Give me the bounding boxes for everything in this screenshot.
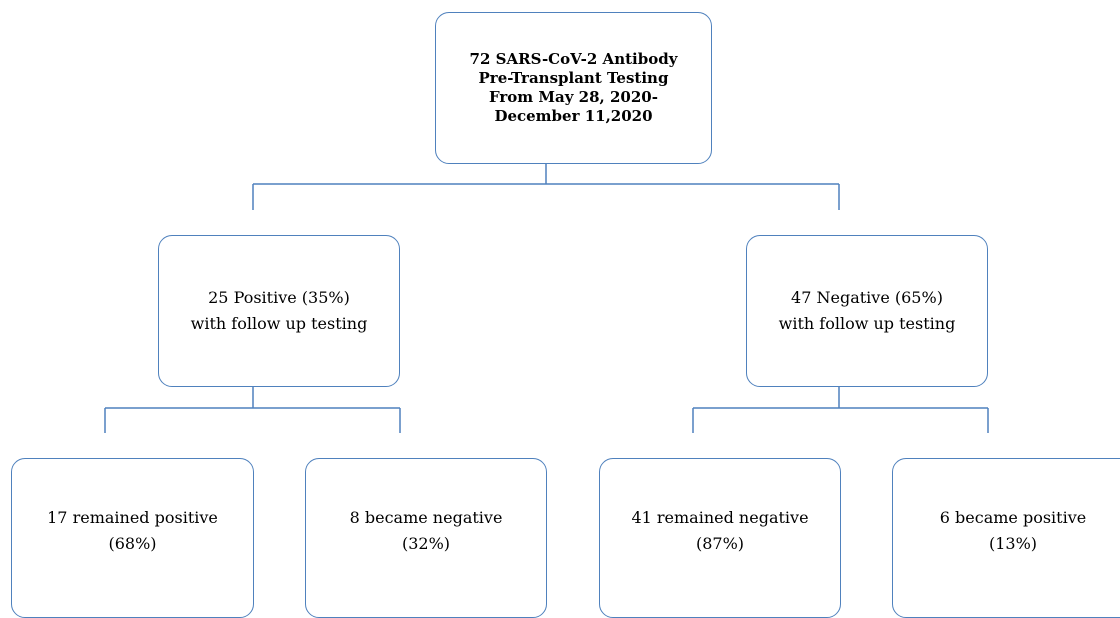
- became-positive-line-1: 6 became positive: [939, 508, 1087, 527]
- remained-negative-line-1: 41 remained negative: [631, 508, 809, 527]
- became-negative-line-2: (32%): [401, 534, 451, 553]
- remained-negative-line-2: (87%): [695, 534, 745, 553]
- positive-node-line-2: with follow up testing: [190, 314, 368, 333]
- root-node-text: 72 SARS-CoV-2 Antibody Pre-Transplant Te…: [470, 50, 678, 126]
- became-negative-node: 8 became negative (32%): [305, 458, 547, 618]
- remained-positive-line-1: 17 remained positive: [47, 508, 218, 527]
- became-positive-node-text: 6 became positive (13%): [940, 505, 1086, 557]
- positive-node-text: 25 Positive (35%) with follow up testing: [191, 285, 368, 337]
- root-node: 72 SARS-CoV-2 Antibody Pre-Transplant Te…: [435, 12, 712, 164]
- negative-node: 47 Negative (65%) with follow up testing: [746, 235, 988, 387]
- became-positive-node: 6 became positive (13%): [892, 458, 1120, 618]
- negative-node-text: 47 Negative (65%) with follow up testing: [779, 285, 956, 337]
- root-node-line-1: 72 SARS-CoV-2 Antibody: [469, 50, 678, 68]
- remained-positive-node-text: 17 remained positive (68%): [47, 505, 218, 557]
- root-node-line-3: From May 28, 2020-: [489, 88, 658, 106]
- root-node-line-4: December 11,2020: [494, 107, 653, 125]
- became-negative-node-text: 8 became negative (32%): [350, 505, 503, 557]
- positive-node: 25 Positive (35%) with follow up testing: [158, 235, 400, 387]
- became-positive-line-2: (13%): [988, 534, 1038, 553]
- negative-node-line-1: 47 Negative (65%): [791, 288, 943, 307]
- remained-negative-node: 41 remained negative (87%): [599, 458, 841, 618]
- root-node-line-2: Pre-Transplant Testing: [478, 69, 669, 87]
- remained-positive-line-2: (68%): [108, 534, 157, 553]
- positive-node-line-1: 25 Positive (35%): [208, 288, 350, 307]
- remained-positive-node: 17 remained positive (68%): [11, 458, 254, 618]
- remained-negative-node-text: 41 remained negative (87%): [631, 505, 808, 557]
- became-negative-line-1: 8 became negative: [349, 508, 503, 527]
- negative-node-line-2: with follow up testing: [778, 314, 956, 333]
